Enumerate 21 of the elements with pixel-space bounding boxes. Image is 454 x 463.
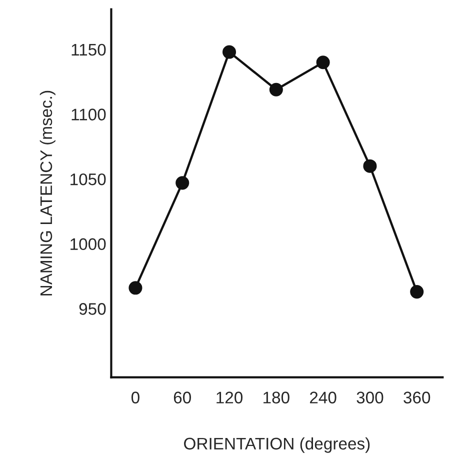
x-tick-label: 180 xyxy=(264,392,290,404)
point xyxy=(316,56,330,70)
point xyxy=(269,82,283,96)
y-tick-label: 1100 xyxy=(72,108,106,120)
x-tick-label: 60 xyxy=(174,392,191,404)
point xyxy=(222,45,236,59)
x-tick-label: 300 xyxy=(356,392,384,404)
y-tick-label: 950 xyxy=(79,303,106,315)
point xyxy=(363,159,377,173)
point xyxy=(176,176,190,190)
x-tick-label: 240 xyxy=(310,392,336,404)
x-tick-label: 120 xyxy=(216,392,243,404)
x-tick-label: 360 xyxy=(404,392,430,404)
x-axis-title: ORIENTATION (degrees) xyxy=(184,437,370,453)
y-tick-label: 1000 xyxy=(70,238,106,250)
y-tick-label: 1150 xyxy=(72,44,106,56)
y-tick-label: 1050 xyxy=(70,173,106,186)
x-tick-label: 0 xyxy=(131,392,140,404)
point xyxy=(410,285,424,299)
point xyxy=(128,281,142,295)
y-axis-title: NAMING LATENCY (msec.) xyxy=(40,90,56,296)
